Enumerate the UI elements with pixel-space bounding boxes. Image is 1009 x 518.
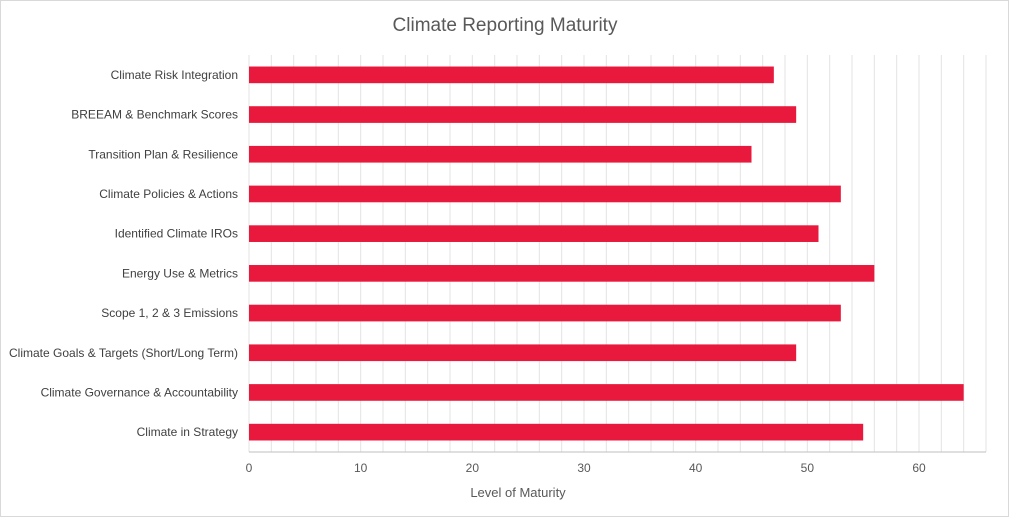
x-tick-labels: 0 10 20 30 40 50 60 [246,461,926,475]
x-tick-label: 40 [689,461,703,475]
bar [249,304,841,322]
x-tick-label: 50 [801,461,815,475]
category-label: Climate in Strategy [137,425,238,439]
category-labels: Climate Risk Integration BREEAM & Benchma… [9,68,238,439]
bar [249,145,752,163]
bar [249,384,964,401]
x-tick-label: 0 [246,461,253,475]
category-label: Energy Use & Metrics [122,266,238,280]
bar [249,185,841,203]
bars [249,66,964,441]
bar [249,344,797,362]
category-label: Climate Governance & Accountability [41,385,238,399]
x-tick-label: 30 [577,461,591,475]
category-label: Climate Policies & Actions [99,187,238,201]
bar [249,66,774,84]
category-label: Climate Risk Integration [111,68,238,82]
category-label: Transition Plan & Resilience [88,147,238,161]
x-tick-label: 10 [354,461,368,475]
category-label: BREEAM & Benchmark Scores [71,108,238,122]
x-tick-label: 20 [466,461,480,475]
category-label: Climate Goals & Targets (Short/Long Term… [9,346,238,360]
bar [249,265,875,282]
category-label: Identified Climate IROs [115,227,238,241]
bar [249,106,797,123]
bar [249,423,864,441]
x-tick-label: 60 [912,461,926,475]
bar [249,225,819,242]
category-label: Scope 1, 2 & 3 Emissions [101,306,238,320]
chart-title: Climate Reporting Maturity [393,15,618,36]
x-axis-title: Level of Maturity [470,485,566,500]
